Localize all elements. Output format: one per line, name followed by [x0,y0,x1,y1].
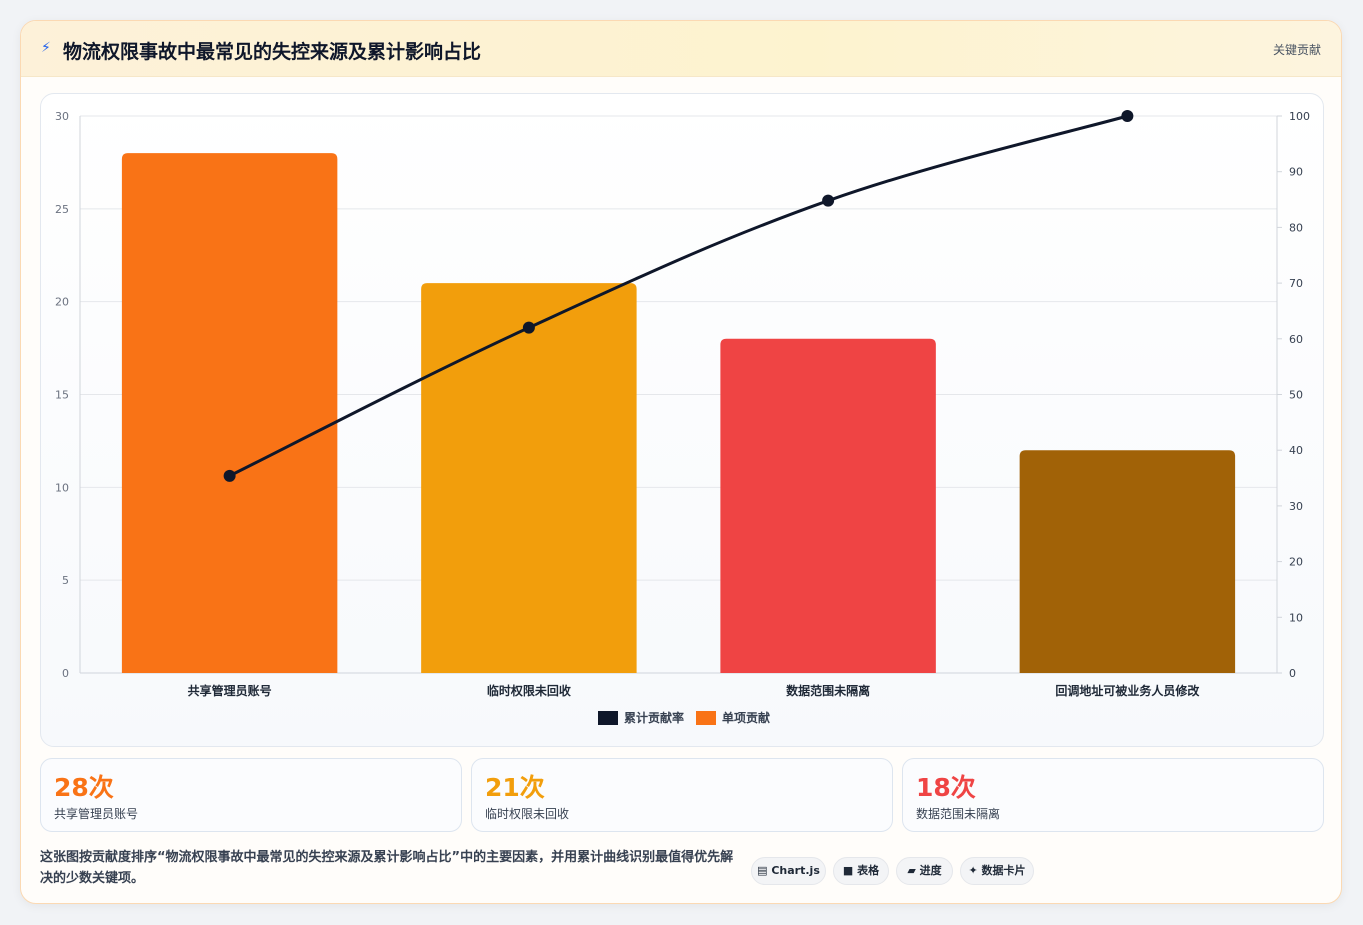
chip-label: 进度 [919,864,942,877]
y-tick-label: 5 [62,574,69,587]
stat-value: 18次 [916,773,976,802]
bar [421,283,637,673]
sparkle-icon: ✦ [968,864,978,877]
card-title: 物流权限事故中最常见的失控来源及累计影响占比 [63,41,482,63]
chip-label: 表格 [857,864,880,877]
x-tick-label: 数据范围未隔离 [786,683,870,698]
y2-tick-label: 60 [1289,333,1303,346]
chart-panel: 0 5 10 15 20 25 30 0 10 20 30 40 50 60 70 80 90 100 共享管理员账… [40,93,1324,747]
x-tick-label: 共享管理员账号 [188,683,272,698]
x-tick-label: 回调地址可被业务人员修改 [1055,683,1200,698]
lightning-icon: ⚡ [41,40,51,56]
chip-chartjs[interactable]: ▤ Chart.js [751,857,826,885]
chart-description: 这张图按贡献度排序“物流权限事故中最常见的失控来源及累计影响占比”中的主要因素，… [40,850,734,886]
stat-card: 28次 共享管理员账号 [40,758,462,832]
stat-card: 18次 数据范围未隔离 [902,758,1324,832]
y2-tick-label: 50 [1289,389,1303,402]
y2-tick-label: 30 [1289,500,1303,513]
cumulative-line [228,114,1128,478]
pareto-chart: 0 5 10 15 20 25 30 0 10 20 30 40 50 60 70 80 90 100 共享管理员账… [55,110,1310,725]
y2-tick-label: 80 [1289,221,1303,234]
stat-label: 共享管理员账号 [54,807,139,821]
table-icon: ■ [842,864,854,877]
y2-tick-label: 40 [1289,444,1303,457]
chip-table[interactable]: ■ 表格 [833,857,889,885]
stat-card: 21次 临时权限未回收 [471,758,893,832]
stat-label: 临时权限未回收 [485,807,570,821]
bar [121,153,338,674]
y-tick-label: 20 [55,296,69,309]
bar [720,338,936,673]
cumulative-point [1121,110,1134,122]
stat-value: 28次 [54,773,114,802]
bar [1019,450,1236,673]
progress-icon: ▰ [907,864,916,877]
cumulative-point [522,321,535,334]
chip-data-card[interactable]: ✦ 数据卡片 [960,857,1034,885]
legend-label: 单项贡献 [722,710,770,725]
cumulative-point [822,194,835,207]
cumulative-point [223,469,236,482]
y2-tick-label: 100 [1289,110,1310,123]
stat-value: 21次 [485,773,545,802]
y2-tick-label: 20 [1289,556,1303,569]
legend-label: 累计贡献率 [624,710,684,725]
chart-card: ⚡ 物流权限事故中最常见的失控来源及累计影响占比 关键贡献 0 5 10 15 20 25… [20,20,1342,904]
y-tick-label: 10 [55,481,69,494]
y-tick-label: 30 [55,110,69,123]
chip-progress[interactable]: ▰ 进度 [896,857,953,885]
stat-label: 数据范围未隔离 [916,807,1001,821]
chip-label: 数据卡片 [981,864,1026,877]
legend-swatch [598,711,618,725]
y-tick-label: 0 [62,667,69,680]
y2-tick-label: 10 [1289,611,1303,624]
y2-tick-label: 70 [1289,277,1303,290]
header-tag: 关键贡献 [1272,43,1321,57]
x-tick-label: 临时权限未回收 [487,683,571,698]
y-tick-label: 25 [55,203,69,216]
legend-swatch [696,711,716,725]
chip-label: Chart.js [771,864,820,877]
y-tick-label: 15 [55,389,69,402]
y2-tick-label: 90 [1289,166,1303,179]
chart-icon: ▤ [757,864,768,877]
card-header: ⚡ 物流权限事故中最常见的失控来源及累计影响占比 关键贡献 [21,21,1341,77]
y2-tick-label: 0 [1289,667,1296,680]
